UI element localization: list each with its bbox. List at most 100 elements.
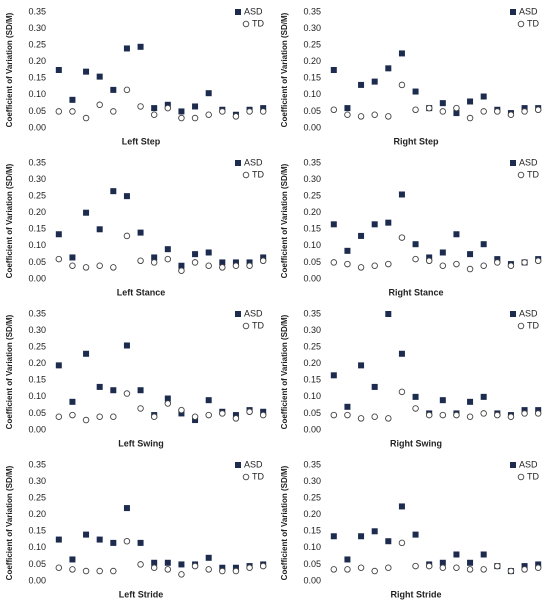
y-tick-label: 0.30 xyxy=(303,476,321,486)
legend-marker xyxy=(242,322,250,330)
asd-point xyxy=(330,67,337,73)
td-point xyxy=(55,564,63,571)
td-point xyxy=(82,264,90,271)
asd-point xyxy=(260,408,267,415)
td-point xyxy=(453,411,460,419)
asd-point xyxy=(371,78,378,85)
td-point xyxy=(494,411,501,419)
asd-point xyxy=(385,65,392,72)
x-axis-label: Right Stance xyxy=(388,287,443,297)
asd-point xyxy=(426,254,433,261)
asd-point xyxy=(123,45,130,52)
asd-point xyxy=(55,362,62,369)
asd-point xyxy=(219,564,226,571)
td-point xyxy=(385,113,392,120)
td-point xyxy=(534,564,542,571)
td-point xyxy=(110,567,117,575)
y-tick-label: 0.20 xyxy=(28,56,46,66)
asd-point xyxy=(480,393,487,400)
y-tick-label: 0.35 xyxy=(28,308,46,318)
x-axis-label: Right Step xyxy=(394,136,439,146)
td-point xyxy=(521,566,528,573)
asd-point xyxy=(439,100,446,107)
legend-marker xyxy=(235,462,241,468)
asd-point xyxy=(412,241,419,248)
td-point xyxy=(385,564,392,571)
td-point xyxy=(137,103,144,110)
td-point xyxy=(137,257,144,265)
td-point xyxy=(466,413,474,420)
td-point xyxy=(507,413,515,420)
asd-point xyxy=(123,505,130,512)
asd-point xyxy=(164,101,171,108)
asd-point xyxy=(535,561,542,568)
asd-point xyxy=(260,254,267,261)
y-tick-label: 0.05 xyxy=(303,106,321,116)
asd-point xyxy=(330,533,337,540)
asd-point xyxy=(467,559,474,566)
asd-point xyxy=(494,256,501,263)
td-point xyxy=(123,232,131,240)
td-point xyxy=(246,108,253,115)
y-tick-label: 0.00 xyxy=(28,273,46,283)
td-point xyxy=(150,259,158,266)
asd-point xyxy=(385,219,392,226)
asd-point xyxy=(110,188,117,195)
x-axis-label: Left Swing xyxy=(118,438,164,448)
asd-point xyxy=(151,254,158,261)
td-point xyxy=(69,411,76,419)
y-tick-label: 0.00 xyxy=(28,575,46,585)
td-point xyxy=(357,264,365,271)
asd-point xyxy=(219,259,226,266)
td-point xyxy=(232,567,240,575)
legend-label: TD xyxy=(527,320,539,330)
asd-point xyxy=(192,417,199,424)
asd-point xyxy=(205,249,212,256)
td-point xyxy=(55,108,63,115)
y-tick-label: 0.00 xyxy=(303,273,321,283)
y-tick-label: 0.10 xyxy=(28,542,46,552)
td-point xyxy=(150,564,158,571)
td-point xyxy=(371,413,378,420)
asd-point xyxy=(371,221,378,228)
asd-point xyxy=(330,221,337,228)
y-tick-label: 0.20 xyxy=(303,509,321,519)
legend-marker xyxy=(242,473,250,481)
y-tick-label: 0.25 xyxy=(303,493,321,503)
td-point xyxy=(178,571,185,578)
y-tick-label: 0.00 xyxy=(303,424,321,434)
y-tick-label: 0.35 xyxy=(303,459,321,469)
td-point xyxy=(150,413,158,420)
y-tick-label: 0.05 xyxy=(28,408,46,418)
td-point xyxy=(246,408,253,416)
td-point xyxy=(137,561,144,568)
td-point xyxy=(371,567,378,575)
y-tick-label: 0.15 xyxy=(28,375,46,385)
y-axis-label: Coefficient of Variation (SD/M) xyxy=(280,163,289,278)
td-point xyxy=(357,564,365,571)
asd-point xyxy=(123,193,130,200)
y-tick-label: 0.10 xyxy=(303,240,321,250)
y-axis-label: Coefficient of Variation (SD/M) xyxy=(5,465,14,580)
td-point xyxy=(439,564,447,571)
y-tick-label: 0.35 xyxy=(28,459,46,469)
asd-point xyxy=(439,249,446,256)
legend-marker xyxy=(235,311,241,317)
asd-point xyxy=(480,241,487,248)
asd-point xyxy=(453,551,460,558)
td-point xyxy=(344,111,351,118)
y-tick-label: 0.20 xyxy=(303,207,321,217)
td-point xyxy=(137,405,144,412)
legend-label: ASD xyxy=(244,308,263,318)
asd-point xyxy=(96,383,103,390)
td-point xyxy=(385,260,392,268)
asd-point xyxy=(480,93,487,100)
td-point xyxy=(412,405,419,412)
asd-point xyxy=(83,350,90,357)
asd-point xyxy=(521,563,528,570)
td-point xyxy=(205,566,212,573)
asd-point xyxy=(69,96,76,103)
td-point xyxy=(150,111,158,118)
asd-point xyxy=(55,231,62,238)
td-point xyxy=(69,108,76,115)
